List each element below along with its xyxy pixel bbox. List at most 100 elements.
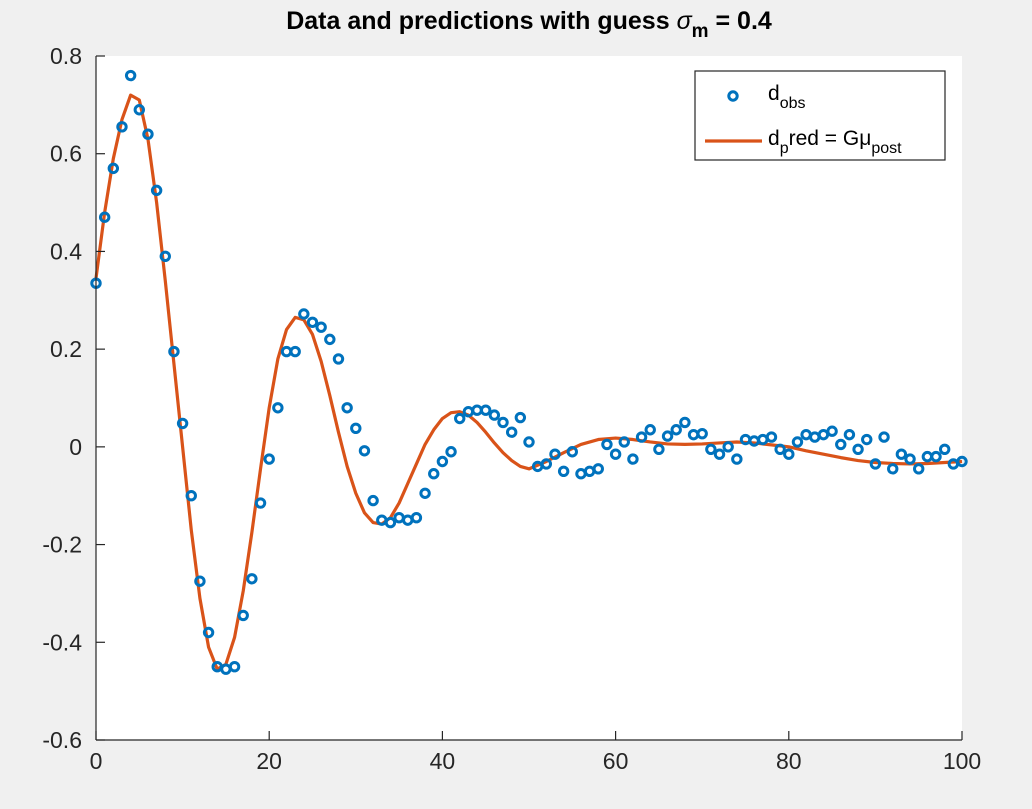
y-tick-label: 0.4 [50, 238, 82, 264]
observed-point [185, 490, 197, 502]
y-tick-label: 0.2 [50, 336, 82, 362]
observed-point [98, 211, 111, 223]
ticks-layer: 0 20 40 60 80 100 -0.6 -0.4 -0.2 0 0.2 0.4 0.6 0.8 [42, 43, 981, 774]
legend-label-predicted-tail-sub: post [871, 140, 902, 157]
observed-point [774, 443, 786, 455]
observed-point [731, 453, 743, 465]
observed-point [783, 448, 795, 460]
title-main: Data and predictions with guess [286, 7, 676, 35]
observed-point [428, 468, 440, 480]
observed-point [228, 661, 241, 673]
legend-label-observed-base: d [768, 82, 780, 105]
observed-point [298, 308, 310, 320]
observed-point [332, 353, 345, 365]
observed-point [341, 402, 353, 414]
observed-point [644, 424, 656, 436]
observed-point [661, 430, 674, 442]
observed-point [384, 516, 397, 529]
observed-point [938, 443, 951, 455]
observed-point [835, 438, 847, 451]
legend-label-observed: dobs [768, 82, 805, 112]
legend-label-predicted-base: d [768, 127, 780, 150]
y-tick-label: -0.4 [42, 629, 82, 655]
observed-point [696, 427, 708, 440]
observed-point [358, 445, 371, 457]
observed-point [289, 345, 301, 358]
observed-point [350, 422, 362, 434]
observed-point [705, 443, 717, 455]
observed-point [592, 463, 604, 475]
observed-point [913, 463, 925, 475]
x-tick-label: 20 [256, 748, 282, 774]
legend-label-predicted-sub: p [780, 140, 789, 157]
observed-point [653, 443, 665, 455]
observed-point [523, 436, 535, 448]
axes-layer [95, 56, 962, 741]
x-tick-label: 100 [943, 748, 981, 774]
observed-point [540, 458, 553, 470]
chart-title: Data and predictions with guess σm = 0.4 [286, 7, 772, 42]
y-tick-label: 0 [69, 434, 82, 460]
y-tick-label: 0.6 [50, 141, 82, 167]
observed-point [410, 512, 423, 524]
title-symbol: σ [677, 7, 693, 35]
observed-point [202, 626, 215, 639]
plot-area [96, 56, 962, 740]
observed-point [791, 436, 804, 448]
legend: dobs dpred = Gμpost [694, 70, 946, 161]
observed-point [878, 431, 890, 443]
observed-point [159, 250, 171, 263]
observed-point [107, 162, 120, 175]
observed-point [445, 446, 457, 458]
x-tick-label: 80 [776, 748, 802, 774]
observed-point [488, 409, 501, 421]
y-tick-label: -0.2 [42, 532, 82, 558]
observed-point [843, 428, 856, 441]
observed-point [895, 448, 908, 460]
observed-point [133, 104, 146, 116]
x-tick-label: 40 [430, 748, 456, 774]
y-tick-label: -0.6 [42, 727, 82, 753]
observed-point [670, 424, 682, 436]
legend-marker-observed [727, 90, 739, 102]
observed-point [497, 416, 509, 429]
observed-point [176, 417, 189, 430]
observed-point [237, 609, 249, 622]
observed-point [601, 438, 613, 451]
observed-point [826, 425, 838, 437]
observed-point [436, 455, 449, 468]
observed-point [869, 458, 882, 470]
observed-point [549, 448, 561, 460]
observed-point [618, 436, 630, 448]
observed-point [609, 448, 622, 460]
observed-point [367, 494, 379, 507]
observed-point [557, 465, 570, 477]
observed-point [419, 487, 431, 499]
observed-point [168, 345, 180, 358]
title-subscript: m [692, 21, 709, 42]
legend-label-predicted-tail: red = Gμ [789, 127, 872, 150]
observed-point [194, 575, 206, 587]
observed-point [263, 453, 275, 465]
x-tick-label: 60 [603, 748, 629, 774]
series-layer [90, 69, 968, 675]
observed-point [272, 402, 284, 414]
title-tail: = 0.4 [709, 7, 772, 35]
observed-point [454, 412, 466, 425]
observed-point [124, 69, 137, 82]
observed-point [142, 128, 154, 140]
observed-point [116, 121, 128, 133]
observed-point [713, 448, 726, 460]
observed-point [306, 316, 319, 328]
observed-point [254, 497, 267, 509]
observed-point [480, 404, 492, 416]
observed-point [514, 411, 527, 424]
x-tick-label: 0 [90, 748, 103, 774]
observed-point [930, 450, 942, 463]
observed-point [324, 333, 336, 346]
legend-label-predicted: dpred = Gμpost [768, 127, 902, 157]
observed-point [566, 446, 578, 458]
observed-point [627, 453, 639, 465]
